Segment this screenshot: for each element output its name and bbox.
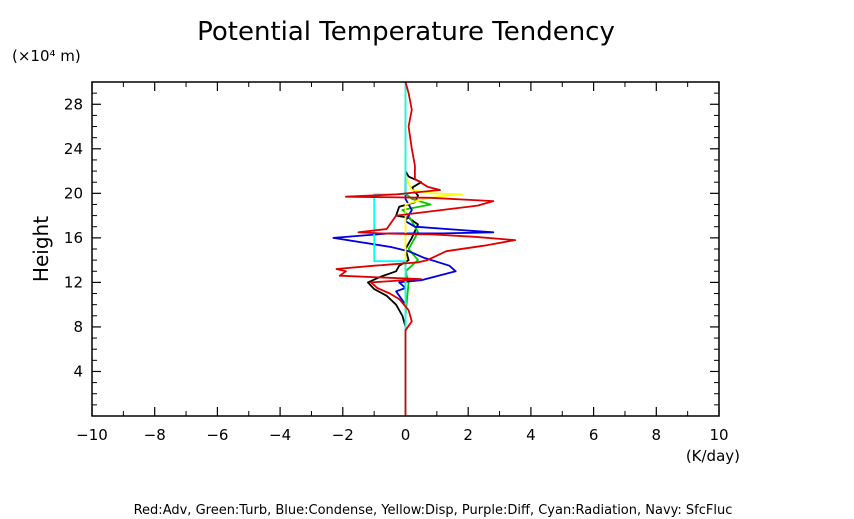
- series-line-0: [366, 82, 423, 416]
- y-tick-label: 16: [64, 229, 83, 247]
- y-tick-label: 12: [64, 273, 83, 291]
- y-tick-label: 4: [73, 362, 83, 380]
- x-tick-label: 6: [589, 426, 599, 444]
- y-tick-label: 28: [64, 95, 83, 113]
- series-line-2: [332, 82, 495, 416]
- x-tick-label: −4: [269, 426, 291, 444]
- x-tick-label: −2: [332, 426, 354, 444]
- plot-frame: [91, 81, 720, 417]
- series-line-5: [335, 81, 517, 416]
- y-tick-label: 20: [64, 184, 83, 202]
- y-tick-label: 24: [64, 140, 83, 158]
- series-layer: [332, 81, 517, 416]
- x-tick-label: 0: [401, 426, 411, 444]
- series-line-1: [401, 82, 432, 416]
- x-tick-label: −8: [144, 426, 166, 444]
- y-tick-label: 8: [73, 318, 83, 336]
- x-tick-label: −6: [206, 426, 228, 444]
- x-tick-label: 4: [526, 426, 536, 444]
- series-line-3: [404, 82, 463, 416]
- x-tick-label: 2: [463, 426, 473, 444]
- chart-title: Potential Temperature Tendency: [197, 17, 615, 47]
- series-line-4: [373, 82, 407, 416]
- x-unit-label: (K/day): [686, 447, 740, 465]
- y-unit-label: (×10⁴ m): [12, 47, 81, 65]
- x-tick-label: 10: [709, 426, 728, 444]
- y-axis-label: Height: [29, 216, 53, 282]
- x-tick-label: 8: [652, 426, 662, 444]
- legend-text: Red:Adv, Green:Turb, Blue:Condense, Yell…: [134, 503, 733, 518]
- x-tick-label: −10: [76, 426, 108, 444]
